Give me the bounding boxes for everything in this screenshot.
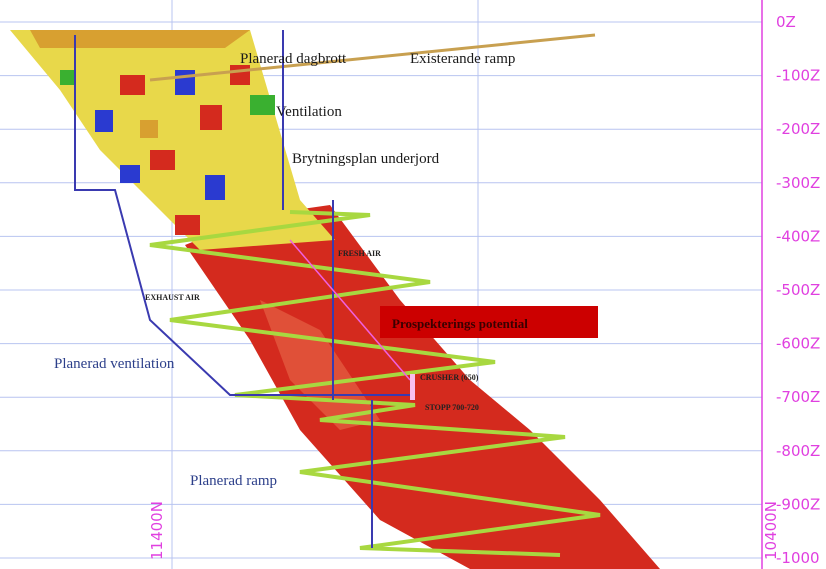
label: Planerad dagbrott xyxy=(240,51,347,67)
depth-label: -600Z xyxy=(776,335,820,353)
depth-label: -400Z xyxy=(776,227,820,245)
existing-ramp-line xyxy=(149,33,596,82)
northing-label: 10400N xyxy=(762,501,780,560)
label: Planerad ventilation xyxy=(54,356,175,372)
label: Brytningsplan underjord xyxy=(292,151,440,167)
depth-label: -500Z xyxy=(776,281,820,299)
small-label: FRESH AIR xyxy=(338,249,381,258)
ventilation-line xyxy=(74,35,410,396)
small-label: EXHAUST AIR xyxy=(145,293,200,302)
depth-label: -1000 xyxy=(776,549,820,567)
ramp-line xyxy=(149,210,601,557)
depth-label: -900Z xyxy=(776,495,820,513)
open-pit xyxy=(30,30,250,48)
ore-body xyxy=(185,205,660,569)
pink-line xyxy=(289,239,411,381)
label: Planerad ramp xyxy=(190,473,277,489)
stopes xyxy=(10,30,335,250)
depth-label: -700Z xyxy=(776,388,820,406)
potential-box xyxy=(380,306,598,338)
crusher-mark xyxy=(410,374,415,400)
potential-label: Prospekterings potential xyxy=(392,316,528,331)
depth-label: -300Z xyxy=(776,174,820,192)
depth-label: 0Z xyxy=(776,13,796,31)
label: Ventilation xyxy=(276,104,342,120)
depth-label: -100Z xyxy=(776,67,820,85)
northing-label: 11400N xyxy=(148,501,166,560)
depth-label: -800Z xyxy=(776,442,820,460)
small-label: CRUSHER (650) xyxy=(420,373,479,382)
label: Existerande ramp xyxy=(410,51,515,67)
depth-label: -200Z xyxy=(776,120,820,138)
small-label: STOPP 700-720 xyxy=(425,403,479,412)
ore-shade xyxy=(260,300,380,430)
